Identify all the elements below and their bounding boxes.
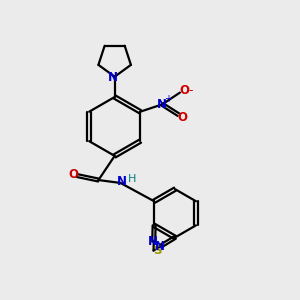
Text: O: O <box>179 84 189 97</box>
Text: S: S <box>153 244 161 257</box>
Text: +: + <box>164 94 172 104</box>
Text: N: N <box>148 235 158 248</box>
Text: O: O <box>68 168 78 181</box>
Text: N: N <box>108 71 118 84</box>
Text: O: O <box>178 110 188 124</box>
Text: -: - <box>189 84 194 97</box>
Text: N: N <box>117 175 127 188</box>
Text: N: N <box>155 240 165 253</box>
Text: N: N <box>157 98 167 111</box>
Text: H: H <box>128 174 136 184</box>
